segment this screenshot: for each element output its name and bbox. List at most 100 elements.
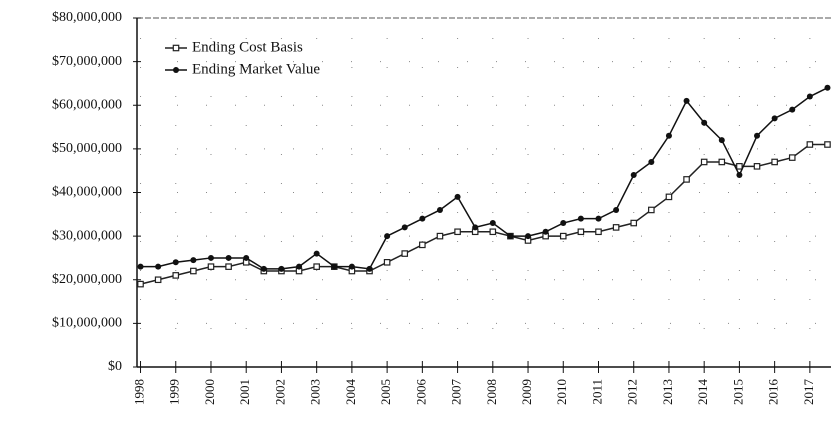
data-point [736, 172, 743, 179]
data-point [507, 233, 514, 240]
data-point [665, 132, 672, 139]
data-point [383, 259, 391, 266]
x-tick-label: 2002 [272, 379, 287, 405]
y-tick-label: $60,000,000 [52, 97, 122, 112]
data-point [542, 228, 549, 235]
x-tick-label: 2012 [625, 379, 640, 405]
y-tick-label: $30,000,000 [52, 228, 122, 243]
x-tick-label: 2010 [554, 379, 569, 405]
data-point [454, 193, 461, 200]
data-point [718, 137, 725, 144]
data-point [683, 176, 690, 183]
data-point [613, 206, 620, 213]
data-point [172, 259, 179, 266]
data-point [771, 115, 778, 122]
data-point [331, 263, 338, 270]
data-point [454, 228, 461, 236]
data-point [419, 241, 426, 249]
y-tick-label: $70,000,000 [52, 54, 122, 69]
x-tick-label: 2006 [413, 379, 428, 406]
x-tick-label: 2014 [695, 379, 710, 406]
data-point [313, 263, 320, 270]
data-point [436, 206, 443, 213]
data-point [489, 220, 496, 227]
data-point [560, 220, 567, 227]
data-point [436, 232, 444, 240]
data-point [806, 93, 813, 100]
data-point [630, 219, 638, 227]
x-tick-label: 2013 [660, 379, 675, 405]
data-point [243, 254, 250, 261]
data-point [472, 224, 479, 231]
data-point [753, 163, 761, 170]
x-tick-label: 2003 [308, 379, 323, 405]
data-point [824, 84, 831, 91]
data-point [789, 106, 796, 113]
data-point [401, 224, 408, 231]
data-point [771, 158, 778, 166]
y-tick-label: $80,000,000 [52, 10, 122, 25]
data-point [595, 228, 602, 236]
data-point [718, 158, 726, 166]
data-point [207, 263, 215, 270]
series-line [140, 87, 828, 270]
x-tick-label: 1999 [167, 379, 182, 405]
data-point [630, 172, 637, 179]
legend-label: Ending Cost Basis [192, 39, 303, 55]
x-tick-label: 2008 [484, 379, 499, 405]
x-tick-label: 2001 [237, 379, 252, 405]
data-point [154, 276, 162, 284]
y-tick-label: $0 [108, 359, 122, 374]
data-point [172, 272, 180, 279]
data-point [225, 263, 232, 270]
data-point [577, 228, 585, 236]
data-point [384, 233, 391, 240]
data-point [278, 265, 285, 272]
data-point [260, 265, 267, 272]
data-point [736, 163, 743, 170]
legend-marker [172, 44, 180, 52]
x-tick-label: 2011 [589, 379, 604, 405]
data-point [754, 132, 761, 139]
data-point [595, 215, 602, 222]
data-point [190, 257, 197, 264]
data-point [648, 158, 655, 165]
data-point [683, 97, 690, 104]
x-tick-label: 2007 [449, 379, 464, 406]
x-tick-label: 2009 [519, 379, 534, 405]
legend-label: Ending Market Value [192, 61, 320, 77]
data-point [313, 250, 320, 257]
y-tick-label: $40,000,000 [52, 185, 122, 200]
data-point [700, 158, 708, 166]
data-point [612, 224, 620, 231]
data-point [701, 119, 708, 126]
data-point [137, 263, 144, 270]
x-tick-label: 2004 [343, 379, 358, 406]
data-point [366, 265, 373, 272]
data-point [225, 254, 232, 261]
y-tick-label: $10,000,000 [52, 316, 122, 331]
data-point [489, 228, 497, 236]
data-point [419, 215, 426, 222]
data-point [137, 280, 144, 288]
data-point [525, 233, 532, 240]
series-line [140, 143, 828, 285]
x-tick-label: 2017 [801, 379, 816, 406]
data-point [296, 263, 303, 270]
x-tick-label: 2005 [378, 379, 393, 405]
data-point [207, 254, 214, 261]
x-tick-label: 2000 [202, 379, 217, 405]
data-point [190, 267, 197, 275]
data-point [577, 215, 584, 222]
data-point [348, 263, 355, 270]
data-point [824, 141, 831, 148]
x-tick-label: 1998 [132, 379, 147, 405]
x-tick-label: 2015 [730, 379, 745, 405]
data-point [401, 250, 409, 257]
data-point [155, 263, 162, 270]
data-point [559, 232, 567, 240]
legend-marker [173, 67, 179, 73]
data-point [788, 154, 796, 161]
